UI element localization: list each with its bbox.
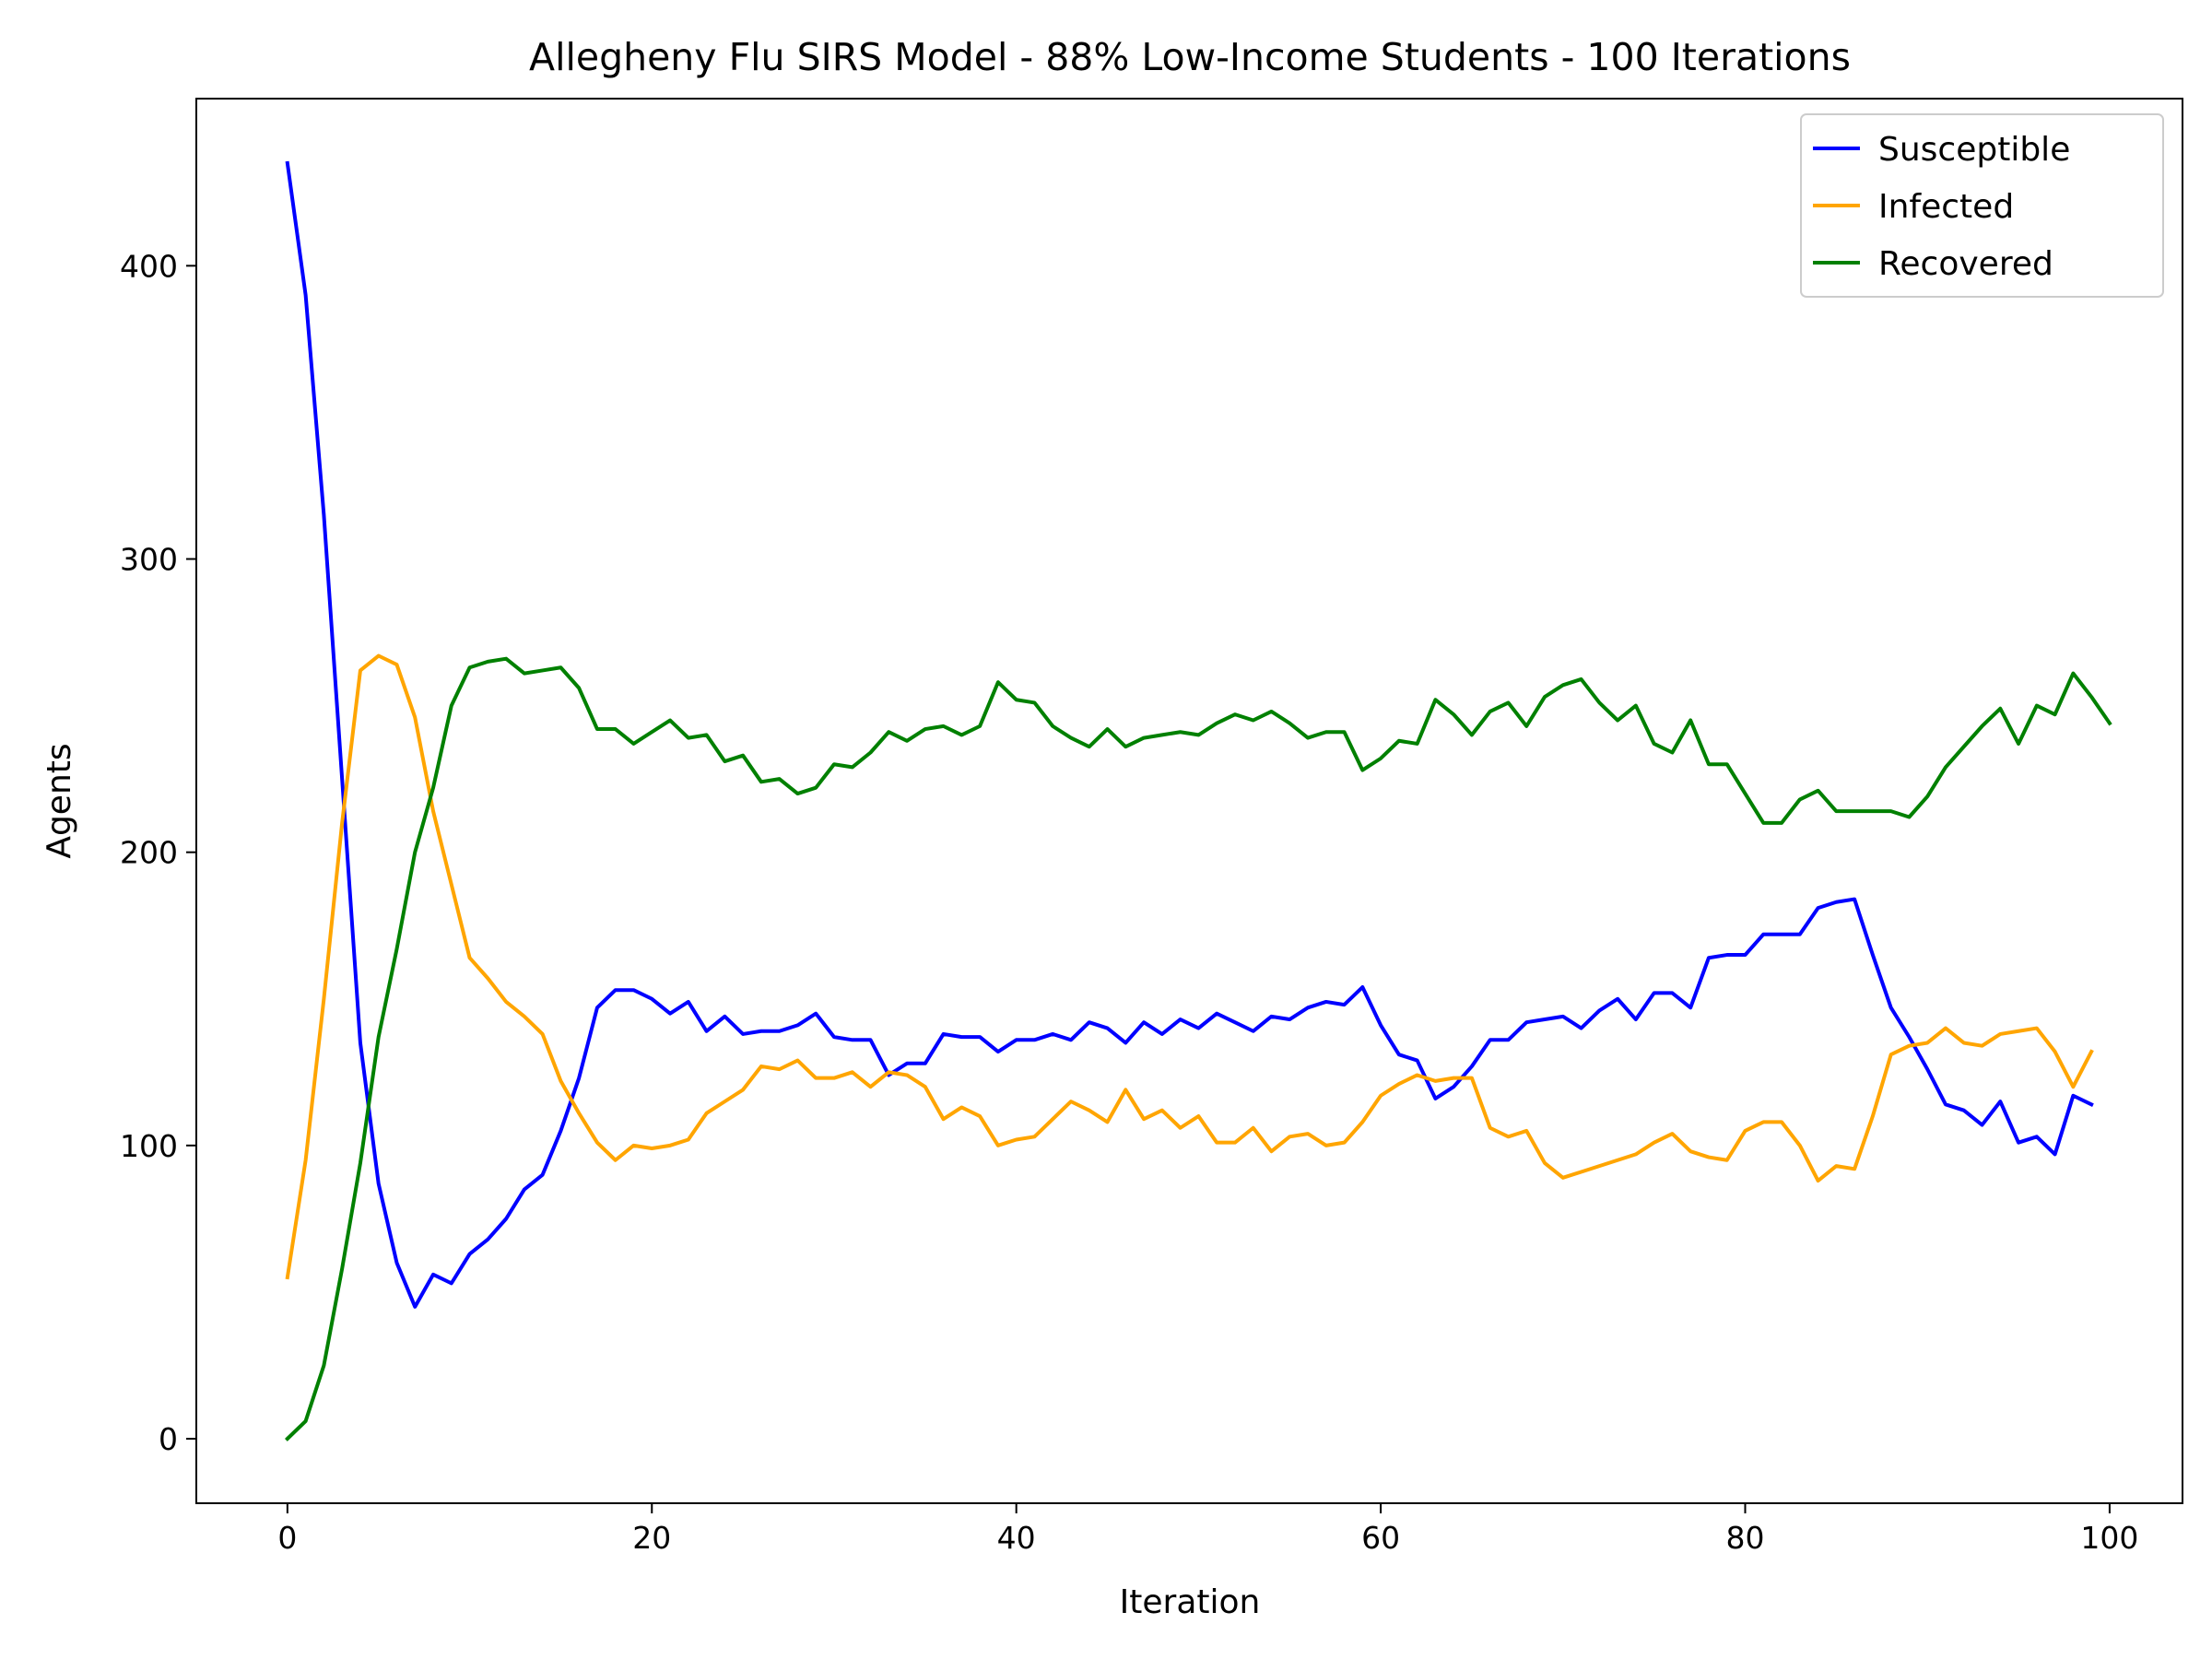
- x-tick-label: 60: [1361, 1520, 1400, 1556]
- series-line-recovered: [285, 656, 2112, 1441]
- series-line-infected: [285, 653, 2094, 1280]
- x-tick-label: 20: [632, 1520, 671, 1556]
- x-tick-label: 0: [277, 1520, 297, 1556]
- plot-area: [285, 160, 2112, 1441]
- legend-label-susceptible: Susceptible: [1878, 131, 2070, 169]
- y-axis-label: Agents: [41, 743, 78, 858]
- legend: Susceptible Infected Recovered: [1800, 113, 2164, 298]
- y-tick-label: 0: [159, 1421, 178, 1457]
- x-tick-label: 40: [997, 1520, 1036, 1556]
- y-tick-label: 400: [120, 248, 178, 284]
- y-tick-label: 300: [120, 542, 178, 578]
- y-tick-label: 200: [120, 835, 178, 871]
- chart-title: Allegheny Flu SIRS Model - 88% Low-Incom…: [529, 35, 1851, 79]
- legend-label-recovered: Recovered: [1878, 245, 2053, 283]
- x-axis-label: Iteration: [1120, 1583, 1261, 1621]
- plot-frame: [195, 98, 2183, 1504]
- axes: 0 20 40 60 80 100 0 100 200 300 400: [120, 248, 2138, 1556]
- x-tick-label: 80: [1726, 1520, 1765, 1556]
- x-tick-label: 100: [2080, 1520, 2138, 1556]
- y-tick-label: 100: [120, 1128, 178, 1164]
- series-line-susceptible: [285, 160, 2094, 1309]
- legend-box: [1800, 113, 2164, 298]
- legend-label-infected: Infected: [1878, 188, 2014, 226]
